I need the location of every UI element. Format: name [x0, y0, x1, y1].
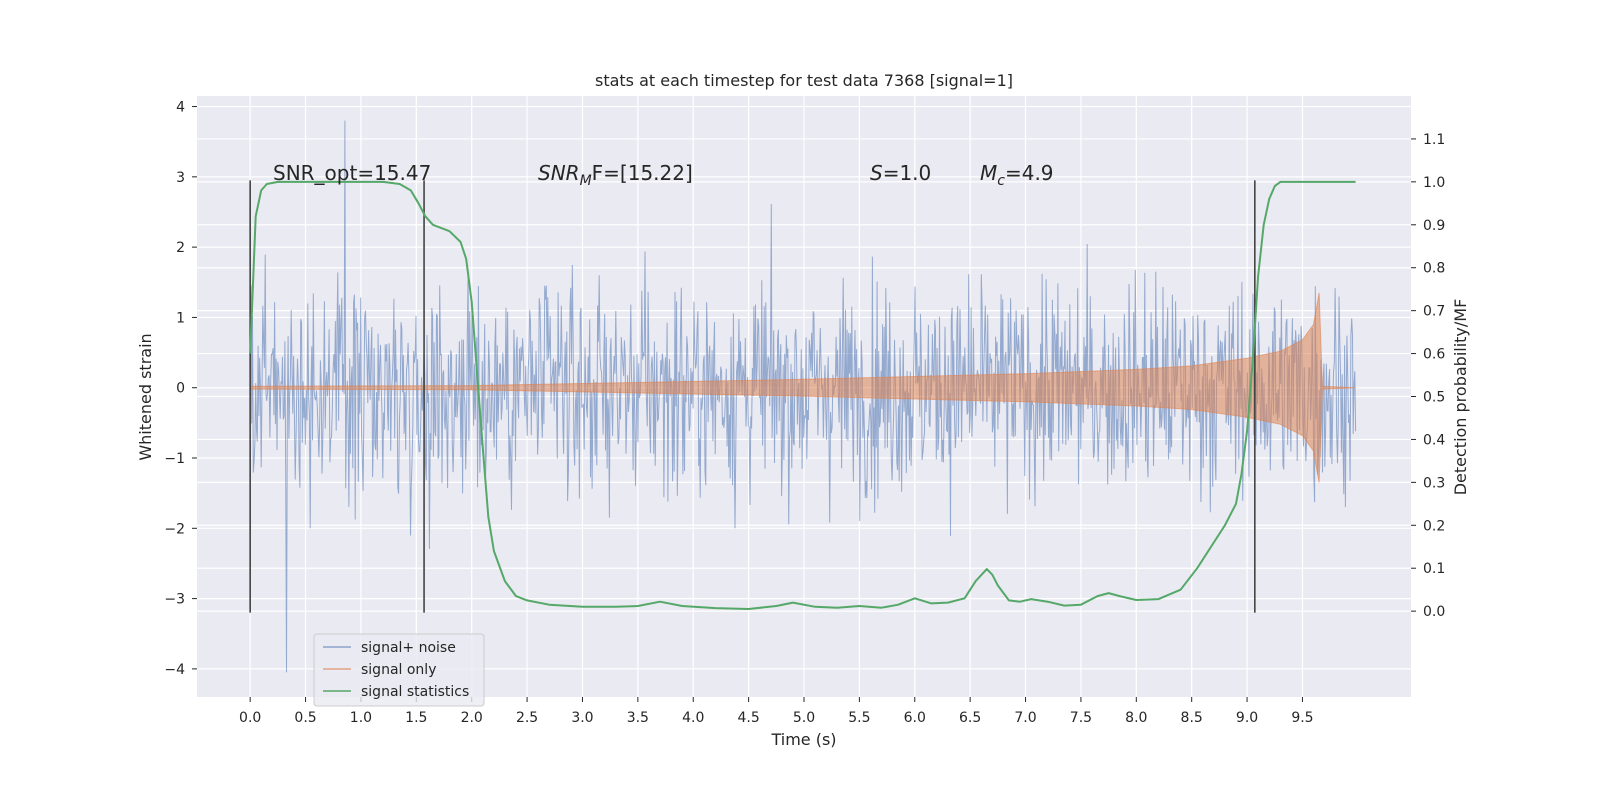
legend-label-signal-only: signal only — [361, 662, 436, 678]
x-tick-label: 8.0 — [1125, 710, 1147, 726]
snr-mf-subscript: M — [580, 173, 592, 189]
x-tick-label: 0.5 — [294, 710, 316, 726]
legend: signal+ noise signal only signal statist… — [313, 633, 485, 707]
x-tick-label: 5.0 — [793, 710, 815, 726]
x-tick-label: 4.0 — [682, 710, 704, 726]
x-tick-label: 9.0 — [1236, 710, 1258, 726]
vertical-markers — [249, 180, 1256, 613]
snr-mf-suffix: F=[15.22] — [592, 161, 693, 185]
signal-only-envelope — [249, 292, 1356, 483]
right-y-tick-label: 0.2 — [1423, 518, 1445, 534]
s-prefix: S — [870, 161, 883, 185]
snr-mf-annotation: SNRMF=[15.22] — [538, 161, 693, 189]
mc-suffix: =4.9 — [1005, 161, 1054, 185]
left-y-tick-label: −1 — [164, 451, 185, 467]
right-y-tick-label: 0.9 — [1423, 218, 1445, 234]
x-tick-label: 6.0 — [904, 710, 926, 726]
signal-statistics-line — [249, 180, 1356, 610]
right-y-tick-label: 0.6 — [1423, 347, 1445, 363]
right-y-tick-label: 1.1 — [1423, 132, 1445, 148]
legend-label-signal-noise: signal+ noise — [361, 640, 456, 656]
right-y-axis-label: Detection probability/MF — [1451, 299, 1470, 496]
snr-mf-prefix: SNR — [538, 161, 580, 185]
x-tick-label: 7.5 — [1070, 710, 1092, 726]
x-tick-label: 6.5 — [959, 710, 981, 726]
x-tick-label: 9.5 — [1291, 710, 1313, 726]
legend-label-signal-statistics: signal statistics — [361, 684, 469, 700]
x-tick-label: 4.5 — [737, 710, 759, 726]
x-tick-label: 7.0 — [1014, 710, 1036, 726]
x-tick-label: 5.5 — [848, 710, 870, 726]
legend-box — [313, 633, 485, 707]
right-y-tick-label: 0.1 — [1423, 561, 1445, 577]
left-y-tick-label: −4 — [164, 662, 185, 678]
right-y-tick-label: 0.7 — [1423, 304, 1445, 320]
right-y-tick-label: 0.8 — [1423, 261, 1445, 277]
x-tick-label: 0.0 — [239, 710, 261, 726]
left-y-axis-label: Whitened strain — [136, 333, 155, 460]
x-tick-label: 3.5 — [627, 710, 649, 726]
left-y-tick-label: 0 — [176, 381, 185, 397]
s-annotation: S=1.0 — [870, 161, 931, 185]
chart-title: stats at each timestep for test data 736… — [595, 71, 1013, 90]
mc-annotation: Mc=4.9 — [980, 161, 1054, 189]
left-y-tick-label: 1 — [176, 310, 185, 326]
signal-statistics-series — [249, 180, 1356, 610]
left-y-tick-label: 2 — [176, 240, 185, 256]
right-y-axis-ticks: 0.0 0.1 0.2 0.3 0.4 0.5 0.6 0.7 0.8 0.9 1.0 1.1 — [1411, 132, 1445, 620]
mc-prefix: M — [980, 161, 997, 185]
snr-opt-annotation: SNR_opt=15.47 — [273, 161, 431, 185]
signal-only-series — [249, 292, 1356, 483]
x-tick-label: 2.0 — [461, 710, 483, 726]
left-y-tick-label: 3 — [176, 170, 185, 186]
mc-subscript: c — [997, 173, 1005, 189]
right-y-tick-label: 0.5 — [1423, 390, 1445, 406]
x-tick-label: 3.0 — [571, 710, 593, 726]
signal-noise-series — [249, 120, 1357, 673]
s-suffix: =1.0 — [883, 161, 932, 185]
right-y-tick-label: 1.0 — [1423, 175, 1445, 191]
x-tick-label: 2.5 — [516, 710, 538, 726]
left-y-tick-label: −2 — [164, 521, 185, 537]
x-tick-label: 8.5 — [1181, 710, 1203, 726]
x-tick-label: 1.5 — [405, 710, 427, 726]
left-y-tick-label: −3 — [164, 592, 185, 608]
x-axis-label: Time (s) — [770, 730, 836, 749]
x-tick-label: 1.0 — [350, 710, 372, 726]
left-y-tick-label: 4 — [176, 100, 185, 116]
left-y-axis-ticks: −4 −3 −2 −1 0 1 2 3 4 — [164, 100, 197, 678]
right-y-tick-label: 0.0 — [1423, 604, 1445, 620]
x-axis-ticks: 0.0 0.5 1.0 1.5 2.0 2.5 3.0 3.5 4.0 4.5 5.0 5.5 6.0 6… — [239, 697, 1314, 726]
signal-noise-line — [249, 120, 1357, 673]
right-y-tick-label: 0.4 — [1423, 432, 1445, 448]
right-y-tick-label: 0.3 — [1423, 475, 1445, 491]
